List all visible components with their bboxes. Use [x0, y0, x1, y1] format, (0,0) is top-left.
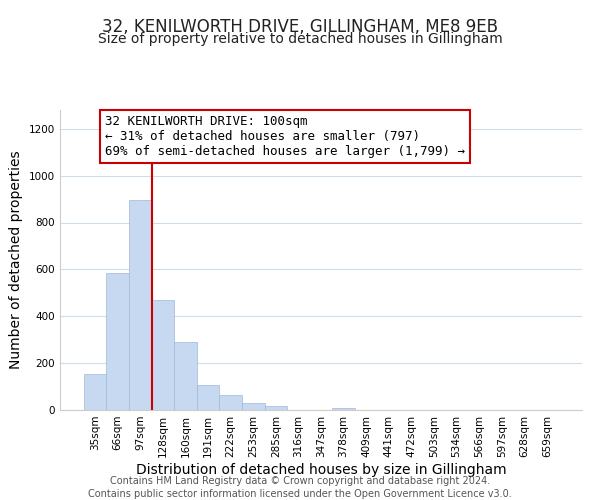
Bar	[152, 300, 174, 410]
Bar	[174, 342, 197, 410]
Bar	[265, 406, 287, 410]
Bar	[220, 395, 242, 410]
Bar	[129, 200, 152, 410]
Bar	[84, 374, 106, 410]
Text: Contains HM Land Registry data © Crown copyright and database right 2024.: Contains HM Land Registry data © Crown c…	[110, 476, 490, 486]
Text: Size of property relative to detached houses in Gillingham: Size of property relative to detached ho…	[98, 32, 502, 46]
Text: 32, KENILWORTH DRIVE, GILLINGHAM, ME8 9EB: 32, KENILWORTH DRIVE, GILLINGHAM, ME8 9E…	[102, 18, 498, 36]
Bar	[106, 273, 129, 410]
Bar	[332, 408, 355, 410]
Bar	[197, 386, 220, 410]
Y-axis label: Number of detached properties: Number of detached properties	[10, 150, 23, 370]
Text: Contains public sector information licensed under the Open Government Licence v3: Contains public sector information licen…	[88, 489, 512, 499]
Bar	[242, 404, 265, 410]
X-axis label: Distribution of detached houses by size in Gillingham: Distribution of detached houses by size …	[136, 462, 506, 476]
Text: 32 KENILWORTH DRIVE: 100sqm
← 31% of detached houses are smaller (797)
69% of se: 32 KENILWORTH DRIVE: 100sqm ← 31% of det…	[104, 114, 464, 158]
